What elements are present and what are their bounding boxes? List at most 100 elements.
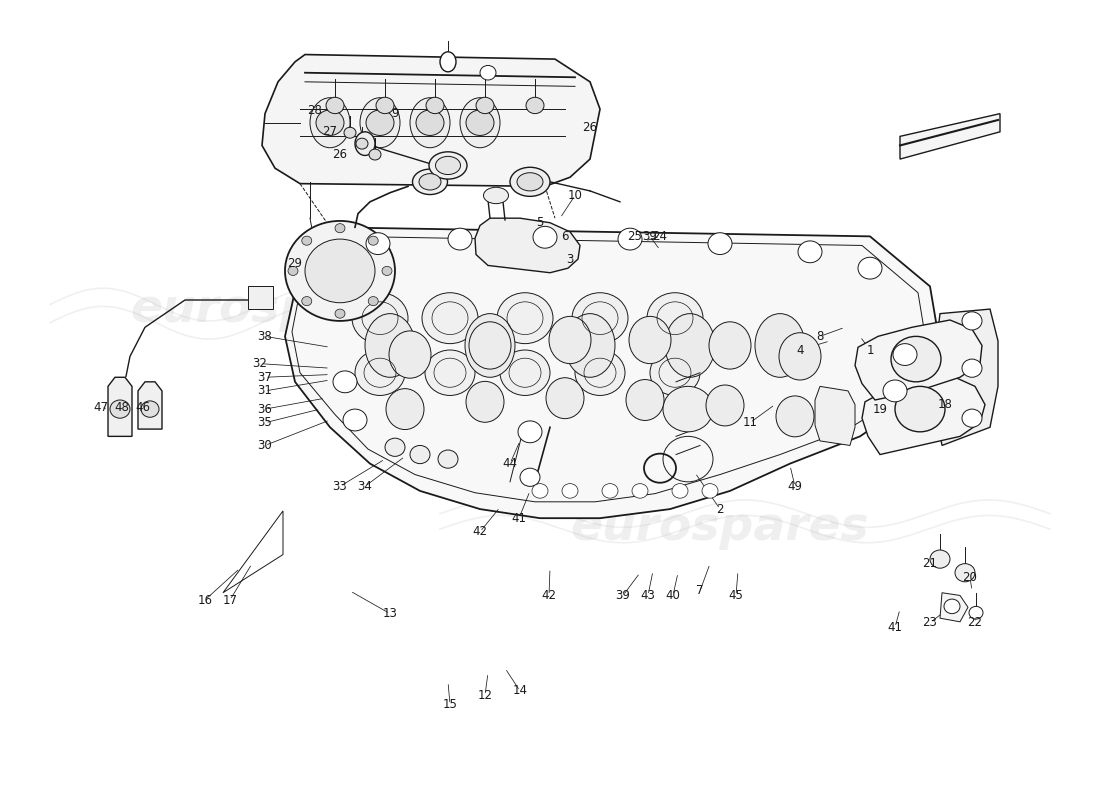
Circle shape (602, 484, 618, 498)
Circle shape (480, 66, 496, 80)
Circle shape (352, 293, 408, 344)
Text: 7: 7 (696, 585, 704, 598)
Text: 38: 38 (257, 330, 273, 343)
Circle shape (316, 110, 344, 135)
Ellipse shape (565, 314, 615, 378)
Circle shape (955, 564, 975, 582)
Circle shape (356, 138, 369, 149)
Ellipse shape (484, 187, 508, 204)
Text: 3: 3 (566, 253, 574, 266)
Circle shape (969, 606, 983, 619)
Circle shape (385, 438, 405, 456)
Text: 29: 29 (287, 257, 303, 270)
Polygon shape (855, 320, 982, 400)
Circle shape (962, 359, 982, 378)
Text: 12: 12 (477, 689, 493, 702)
Text: 35: 35 (257, 416, 273, 430)
Circle shape (326, 98, 344, 114)
Ellipse shape (510, 167, 550, 196)
Text: 9: 9 (392, 107, 398, 120)
Text: 41: 41 (512, 512, 527, 525)
Text: 13: 13 (383, 607, 397, 620)
Ellipse shape (466, 382, 504, 422)
Circle shape (285, 221, 395, 321)
Polygon shape (262, 54, 600, 186)
Circle shape (368, 149, 381, 160)
Ellipse shape (355, 132, 375, 155)
Ellipse shape (440, 52, 456, 72)
Text: 6: 6 (561, 230, 569, 243)
Ellipse shape (465, 314, 515, 378)
Text: 40: 40 (666, 589, 681, 602)
Circle shape (368, 297, 378, 306)
Text: 20: 20 (962, 570, 978, 584)
Text: 42: 42 (473, 526, 487, 538)
Circle shape (476, 98, 494, 114)
Ellipse shape (549, 316, 591, 364)
Ellipse shape (436, 156, 461, 174)
Circle shape (497, 293, 553, 344)
Ellipse shape (779, 333, 821, 380)
Circle shape (141, 401, 160, 418)
Circle shape (416, 110, 444, 135)
Text: 49: 49 (788, 480, 803, 493)
Text: 45: 45 (728, 589, 744, 602)
Text: 41: 41 (888, 621, 902, 634)
Text: 8: 8 (816, 330, 824, 343)
Circle shape (883, 380, 908, 402)
Circle shape (305, 239, 375, 302)
Circle shape (534, 226, 557, 248)
Circle shape (562, 484, 578, 498)
Ellipse shape (365, 314, 415, 378)
Text: 17: 17 (222, 594, 238, 606)
Ellipse shape (412, 169, 448, 194)
Text: 23: 23 (923, 616, 937, 630)
Text: 46: 46 (135, 401, 151, 414)
Circle shape (438, 450, 458, 468)
Ellipse shape (310, 98, 350, 148)
Circle shape (410, 446, 430, 464)
Polygon shape (935, 309, 998, 446)
Circle shape (425, 350, 475, 395)
Circle shape (301, 297, 311, 306)
Ellipse shape (706, 385, 744, 426)
Text: 16: 16 (198, 594, 212, 606)
Text: 32: 32 (253, 357, 267, 370)
Circle shape (618, 228, 642, 250)
Ellipse shape (460, 98, 500, 148)
Circle shape (895, 386, 945, 432)
Text: 10: 10 (568, 189, 582, 202)
Text: 18: 18 (937, 398, 953, 411)
Text: 48: 48 (114, 401, 130, 414)
Polygon shape (475, 218, 580, 273)
Text: 4: 4 (796, 343, 804, 357)
Circle shape (336, 309, 345, 318)
Circle shape (448, 228, 472, 250)
Circle shape (466, 110, 494, 135)
Text: 15: 15 (442, 698, 458, 711)
Text: 1: 1 (867, 343, 873, 357)
Text: 2: 2 (716, 502, 724, 515)
Circle shape (366, 110, 394, 135)
Circle shape (426, 98, 444, 114)
Text: 11: 11 (742, 416, 758, 430)
Ellipse shape (410, 98, 450, 148)
Circle shape (532, 484, 548, 498)
Ellipse shape (776, 396, 814, 437)
Circle shape (336, 224, 345, 233)
Text: 43: 43 (640, 589, 656, 602)
Text: 21: 21 (923, 557, 937, 570)
Text: 19: 19 (872, 402, 888, 415)
Polygon shape (138, 382, 162, 429)
Circle shape (422, 293, 478, 344)
Text: 31: 31 (257, 385, 273, 398)
Text: eurospares: eurospares (131, 286, 429, 331)
Circle shape (663, 386, 713, 432)
Circle shape (368, 236, 378, 246)
Text: 47: 47 (94, 401, 109, 414)
Text: 28: 28 (308, 105, 322, 118)
Circle shape (798, 241, 822, 262)
Circle shape (962, 312, 982, 330)
Circle shape (858, 258, 882, 279)
Circle shape (355, 350, 405, 395)
